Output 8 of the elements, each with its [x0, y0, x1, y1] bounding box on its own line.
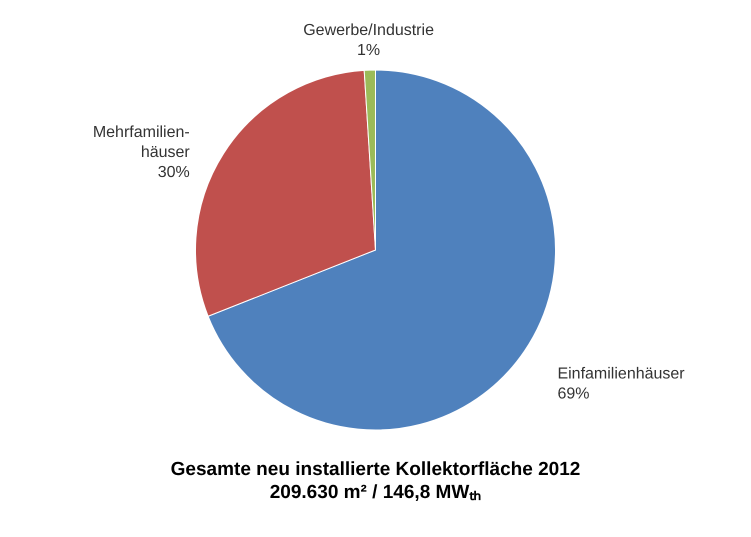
data-label: 30% [158, 164, 190, 182]
text: 209.630 m² / 146,8 MWₜₕ [270, 482, 482, 503]
slice-label: Gewerbe/Industrie [303, 22, 434, 40]
slice-label: Einfamilienhäuser [557, 366, 686, 383]
data-label: 1% [357, 42, 380, 60]
text: Gesamte neu installierte Kollektorfläche 2012 [170, 459, 580, 480]
slice-label: Mehrfamilien-häuser [92, 124, 190, 162]
data-label: 69% [557, 386, 590, 403]
